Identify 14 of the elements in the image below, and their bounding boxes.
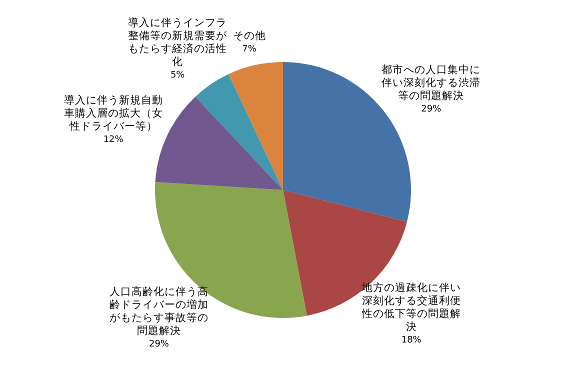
slice-label: 地方の過疎化に伴い深刻化する交通利便性の低下等の問題解決 bbox=[360, 281, 461, 334]
slice-label: 人口高齢化に伴う高齢ドライバーの増加がもたらす事故等の問題解決 bbox=[110, 284, 209, 337]
data-label: 18% bbox=[401, 336, 422, 346]
data-label: 12% bbox=[103, 135, 124, 146]
data-label: 7% bbox=[242, 44, 257, 55]
data-label: 5% bbox=[170, 70, 186, 80]
slice-label: その他 bbox=[232, 30, 266, 42]
pie-slice bbox=[195, 74, 283, 190]
data-label: 29% bbox=[421, 104, 442, 114]
slice-label: 導入に伴う新規自動車購入層の拡大（女性ドライバー等） bbox=[64, 94, 163, 133]
pie-slice bbox=[228, 62, 283, 190]
data-label: 29% bbox=[148, 339, 170, 350]
slice-label: 都市への人口集中に伴い深刻化する渋滞等の問題解決 bbox=[382, 62, 481, 102]
slice-label: 導入に伴うインフラ整備等の新規需要がもたらす経済の活性化 bbox=[128, 16, 228, 68]
